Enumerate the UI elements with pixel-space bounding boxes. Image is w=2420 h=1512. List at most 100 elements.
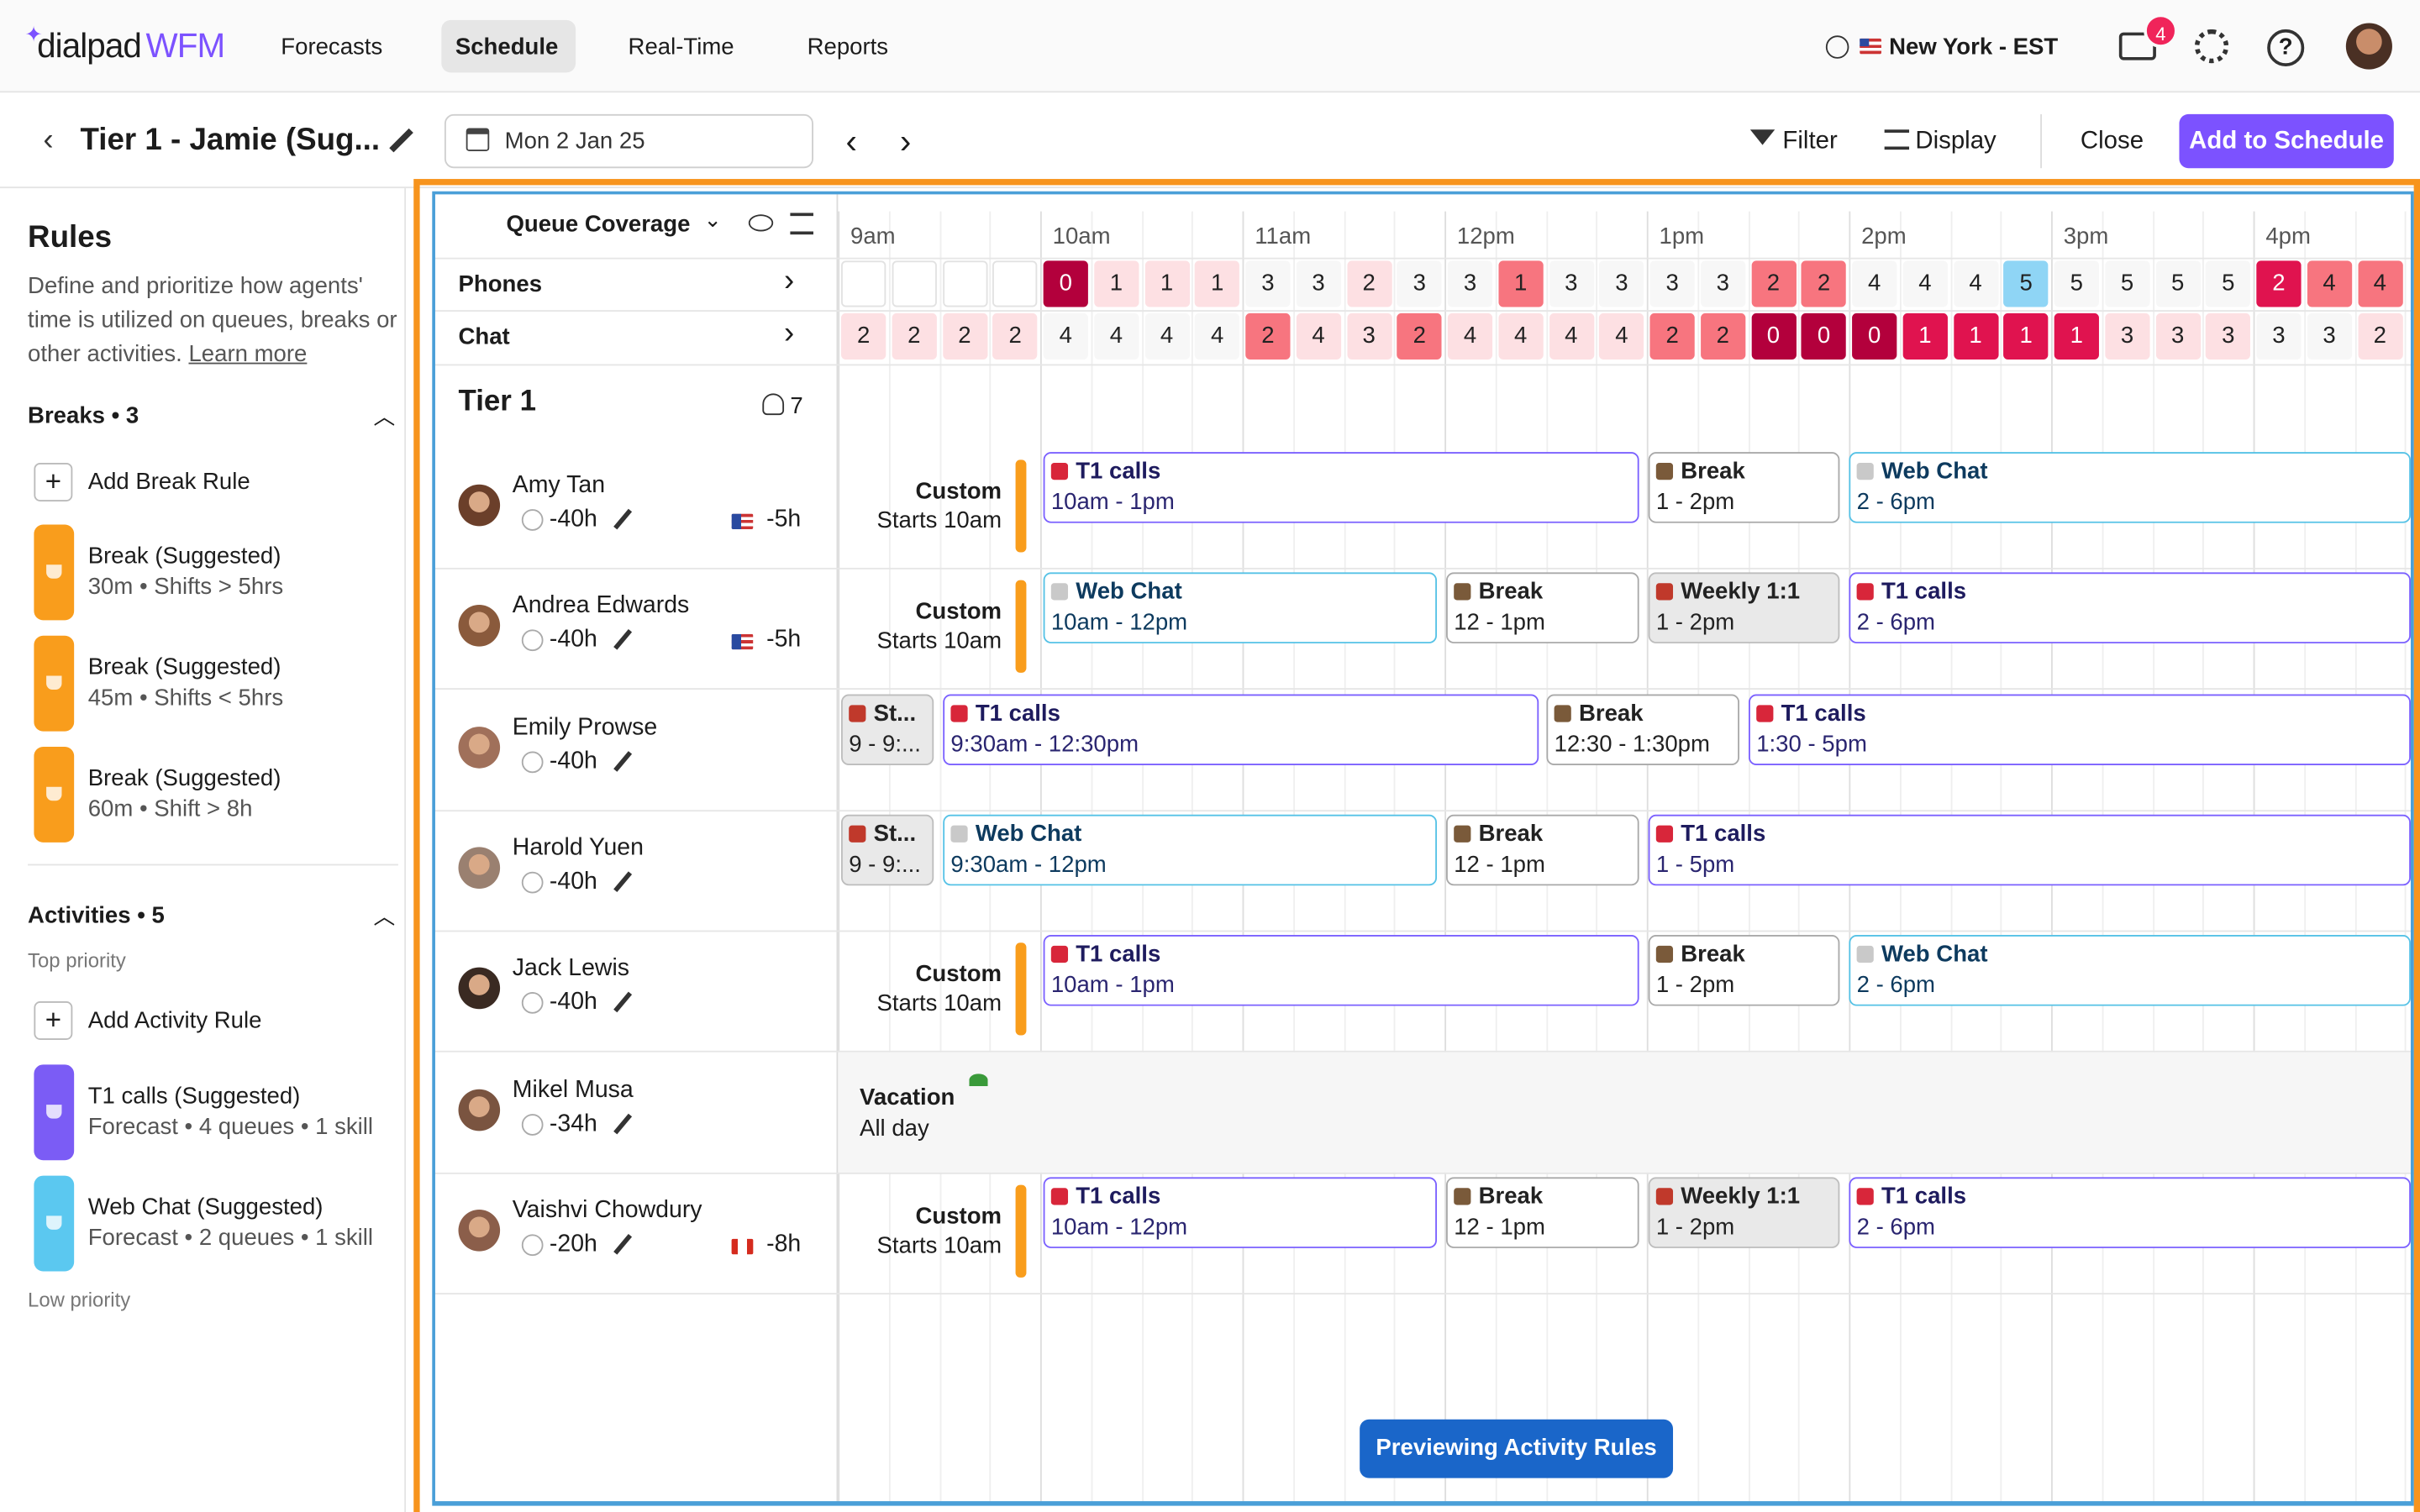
shift-block[interactable]: T1 calls 1 - 5pm — [1648, 814, 2411, 886]
shift-icon — [1554, 704, 1571, 722]
shift-time: 12 - 1pm — [1454, 610, 1545, 637]
shift-block[interactable]: Weekly 1:1 1 - 2pm — [1648, 572, 1840, 644]
queue-name[interactable]: Chat — [458, 323, 510, 350]
shift-block[interactable]: Break 12 - 1pm — [1446, 1177, 1639, 1248]
settings-icon[interactable] — [2194, 29, 2229, 64]
expand-icon[interactable]: › — [784, 316, 795, 350]
agent-name[interactable]: Amy Tan — [512, 472, 606, 499]
grid-line — [939, 211, 941, 1504]
shift-time: 1 - 2pm — [1655, 610, 1735, 637]
shift-title: St... — [873, 820, 917, 848]
collapse-icon[interactable]: ︿ — [373, 404, 396, 429]
rule-detail: 30m • Shifts > 5hrs — [87, 574, 284, 601]
agent-avatar — [458, 1209, 501, 1252]
nav-item[interactable]: Reports — [807, 34, 889, 60]
shift-block[interactable]: Weekly 1:1 1 - 2pm — [1648, 1177, 1840, 1248]
shift-block[interactable]: Break 12:30 - 1:30pm — [1546, 693, 1740, 765]
shift-block[interactable]: Break 1 - 2pm — [1648, 452, 1840, 523]
collapse-icon[interactable]: ︿ — [373, 904, 396, 929]
add-icon[interactable]: + — [34, 1001, 73, 1040]
shift-block[interactable]: St... 9 - 9:... — [841, 693, 934, 765]
filter-button[interactable]: Filter — [1782, 128, 1838, 155]
logo[interactable]: dialpad WFM — [37, 26, 225, 66]
rule-icon — [46, 675, 62, 690]
shift-block[interactable]: St... 9 - 9:... — [841, 814, 934, 886]
settings-sliders-icon[interactable] — [790, 213, 813, 235]
dropdown-icon[interactable]: ⌄ — [703, 207, 723, 232]
add-icon[interactable]: + — [34, 463, 73, 501]
rule-title[interactable]: T1 calls (Suggested) — [87, 1083, 301, 1110]
agent-name[interactable]: Andrea Edwards — [512, 592, 690, 620]
user-avatar[interactable] — [2345, 23, 2392, 70]
agent-hours: -40h — [549, 989, 597, 1016]
expand-icon[interactable]: › — [784, 264, 795, 298]
display-button[interactable]: Display — [1915, 128, 1996, 155]
rule-title[interactable]: Web Chat (Suggested) — [87, 1194, 324, 1221]
view-selector[interactable]: Queue Coverage — [506, 211, 691, 238]
rule-title[interactable]: Break (Suggested) — [87, 765, 281, 792]
shift-block[interactable]: Break 12 - 1pm — [1446, 814, 1639, 886]
shift-icon — [1856, 946, 1874, 963]
queue-name[interactable]: Phones — [458, 271, 543, 298]
next-day[interactable]: › — [899, 122, 912, 161]
nav-item[interactable]: Schedule — [455, 34, 559, 60]
visibility-icon[interactable] — [748, 214, 774, 232]
rule-title[interactable]: Break (Suggested) — [87, 654, 281, 681]
shift-block[interactable]: T1 calls 9:30am - 12:30pm — [943, 693, 1539, 765]
shift-block[interactable]: T1 calls 2 - 6pm — [1849, 1177, 2411, 1248]
agent-name[interactable]: Vaishvi Chowdury — [512, 1196, 702, 1224]
close-button[interactable]: Close — [2080, 128, 2144, 155]
time-label: 9am — [850, 223, 896, 250]
date-picker[interactable] — [444, 113, 813, 169]
hours-indicator — [521, 1234, 544, 1256]
rule-title[interactable]: Break (Suggested) — [87, 543, 281, 570]
time-label: 10am — [1052, 223, 1111, 250]
shift-block[interactable]: T1 calls 1:30 - 5pm — [1749, 693, 2411, 765]
hours-indicator — [521, 992, 544, 1015]
shift-block[interactable]: T1 calls 10am - 1pm — [1043, 452, 1639, 523]
shift-block[interactable]: Web Chat 2 - 6pm — [1849, 935, 2411, 1006]
nav-active-bg — [441, 19, 576, 73]
shift-block[interactable]: T1 calls 2 - 6pm — [1849, 572, 2411, 644]
agent-name[interactable]: Emily Prowse — [512, 713, 658, 740]
time-off-icon — [969, 1073, 988, 1086]
preview-status[interactable]: Previewing Activity Rules — [1360, 1419, 1674, 1478]
nav-item[interactable]: Forecasts — [281, 34, 383, 60]
shift-title-line: T1 calls — [1856, 1182, 2410, 1213]
start-detail: Starts 10am — [876, 628, 1002, 655]
nav-item[interactable]: Real-Time — [628, 34, 734, 60]
back-button[interactable]: ‹ — [43, 123, 54, 158]
shift-block[interactable]: T1 calls 10am - 1pm — [1043, 935, 1639, 1006]
shift-time: 10am - 1pm — [1050, 972, 1175, 999]
coverage-cell: 2 — [1750, 260, 1797, 307]
shift-block[interactable]: Break 1 - 2pm — [1648, 935, 1840, 1006]
shift-block[interactable]: Web Chat 9:30am - 12pm — [943, 814, 1438, 886]
coverage-cell: 4 — [1498, 312, 1544, 360]
shift-time: 10am - 12pm — [1050, 1214, 1188, 1241]
add-activity-rule[interactable]: Add Activity Rule — [87, 1007, 262, 1034]
agent-name[interactable]: Mikel Musa — [512, 1076, 634, 1103]
shift-title-line: St... — [849, 698, 932, 729]
add-break-rule[interactable]: Add Break Rule — [87, 469, 250, 496]
help-icon[interactable]: ? — [2267, 29, 2305, 66]
add-to-schedule-button[interactable]: Add to Schedule — [2179, 113, 2394, 169]
learn-more-link[interactable]: Learn more — [188, 340, 308, 368]
coverage-cell: 1 — [2003, 312, 2049, 360]
prev-day[interactable]: ‹ — [845, 122, 857, 161]
coverage-cell: 2 — [892, 312, 937, 360]
shift-block[interactable]: T1 calls 10am - 12pm — [1043, 1177, 1438, 1248]
shift-block[interactable]: Web Chat 2 - 6pm — [1849, 452, 2411, 523]
shift-block[interactable]: Break 12 - 1pm — [1446, 572, 1639, 644]
start-title: Custom — [915, 961, 1002, 988]
coverage-cell: 4 — [1144, 312, 1190, 360]
shift-icon — [1756, 704, 1774, 722]
shift-icon — [849, 825, 866, 843]
shift-time: 2 - 6pm — [1856, 489, 1936, 516]
agent-utc-offset: -5h — [766, 627, 802, 654]
agent-name[interactable]: Harold Yuen — [512, 834, 644, 861]
shift-block[interactable]: Web Chat 10am - 12pm — [1043, 572, 1438, 644]
shift-title-line: T1 calls — [950, 698, 1537, 729]
shift-time: 1 - 2pm — [1655, 1214, 1735, 1241]
agent-name[interactable]: Jack Lewis — [512, 955, 630, 982]
timezone[interactable]: New York - EST — [1889, 34, 2059, 60]
